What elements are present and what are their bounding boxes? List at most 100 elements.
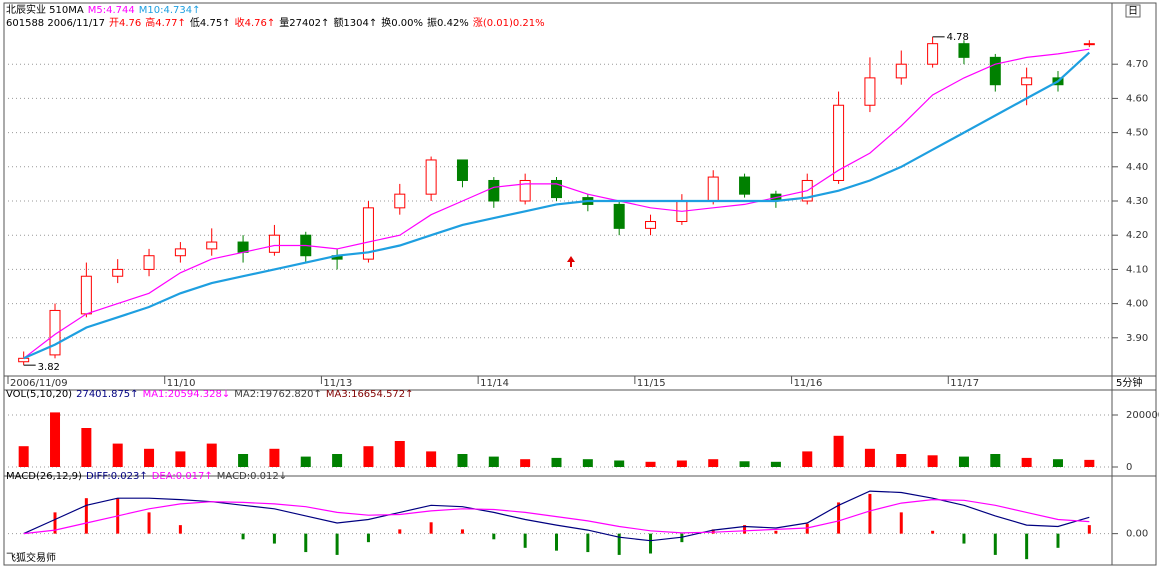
panel-legend: MA3:16654.572↑ — [326, 389, 414, 400]
y-tick-label: 4.50 — [1126, 128, 1148, 139]
y-tick-label: 0.00 — [1126, 529, 1148, 540]
volume-bar — [582, 459, 593, 467]
volume-bar — [300, 456, 311, 467]
header-item: 高4.77↑ — [145, 16, 186, 29]
candle-body — [394, 193, 406, 209]
volume-bar — [175, 451, 186, 467]
candle-body — [958, 43, 970, 58]
signal-arrow — [567, 256, 575, 267]
period-label: 5分钟 — [1116, 376, 1142, 389]
panel-legend: DIFF:0.023↑ — [86, 471, 148, 482]
panel-legend: MA2:19762.820↑ — [234, 389, 322, 400]
y-tick-label: 4.00 — [1126, 299, 1148, 310]
header-item: M10:4.734↑ — [139, 5, 201, 16]
volume-bar — [18, 446, 29, 467]
candle-body — [927, 43, 939, 65]
panel-title: VOL(5,10,20) — [6, 389, 72, 400]
max-label: 4.78 — [947, 32, 969, 43]
candle-body — [362, 207, 374, 260]
candle-body — [174, 248, 186, 257]
candle-body — [143, 255, 155, 270]
volume-bar — [206, 443, 217, 467]
y-tick-label: 4.30 — [1126, 196, 1148, 207]
volume-bar — [1084, 459, 1095, 467]
header-item: 量27402↑ — [279, 17, 329, 29]
volume-bar — [739, 461, 750, 467]
volume-bar — [363, 446, 374, 467]
indicator-line — [23, 498, 1090, 535]
volume-bar — [770, 461, 781, 467]
candle-body — [895, 63, 907, 79]
candle-body — [112, 268, 124, 277]
volume-bar — [457, 454, 468, 467]
y-tick-label: 4.70 — [1126, 59, 1148, 70]
x-tick-label: 11/10 — [167, 378, 196, 389]
candle-body — [833, 104, 845, 181]
header-item: 换0.00% — [381, 16, 423, 29]
header-item: 额1304↑ — [333, 16, 377, 29]
candle-body — [237, 241, 249, 253]
candle-body — [456, 159, 468, 181]
volume-bar — [488, 456, 499, 467]
candle-body — [707, 176, 719, 202]
y-tick-label: 4.10 — [1126, 264, 1148, 275]
candle-body — [80, 275, 92, 315]
volume-bar — [864, 448, 875, 467]
panel-title: MACD(26,12,9) — [6, 471, 82, 482]
volume-bar — [50, 412, 61, 467]
header-item: 601588 2006/11/17 — [6, 18, 105, 29]
panel-legend: 27401.875↑ — [76, 389, 138, 400]
volume-bar — [958, 456, 969, 467]
candle-body — [519, 179, 531, 202]
volume-bar — [332, 454, 343, 467]
candle-body — [206, 241, 218, 250]
y-tick-label: 4.40 — [1126, 162, 1148, 173]
volume-bar — [81, 428, 92, 467]
volume-bar — [896, 454, 907, 467]
candle-body — [18, 357, 30, 363]
indicator-line — [23, 490, 1090, 542]
x-tick-label: 11/16 — [794, 378, 823, 389]
panel-legend: DEA:0.017↑ — [152, 471, 213, 482]
volume-bar — [520, 459, 531, 467]
candle-body — [645, 221, 657, 229]
candle-body — [1021, 77, 1033, 86]
candle-body — [613, 203, 625, 229]
panel-legend: MACD:0.012↓ — [217, 471, 287, 482]
y-tick-label: 4.60 — [1126, 93, 1148, 104]
candle-body — [864, 77, 876, 106]
x-tick-label: 11/17 — [950, 378, 979, 389]
y-tick-label: 4.20 — [1126, 230, 1148, 241]
volume-bar — [1021, 457, 1032, 467]
header-item: 北辰实业 510MA — [6, 3, 84, 16]
candle-body — [488, 179, 500, 202]
header-item: 低4.75↑ — [190, 16, 231, 29]
candle-body — [989, 56, 1001, 86]
candle-body — [1083, 43, 1095, 46]
header-item: M5:4.744 — [88, 5, 135, 16]
volume-bar — [426, 451, 437, 467]
candle-body — [551, 179, 562, 199]
y-tick-label: 3.90 — [1126, 333, 1148, 344]
volume-bar — [394, 441, 405, 467]
volume-bar — [676, 460, 687, 467]
candle-body — [49, 309, 61, 356]
volume-bar — [614, 460, 625, 467]
volume-bar — [238, 454, 249, 467]
header-item: 振0.42% — [427, 16, 469, 29]
x-tick-label: 11/13 — [323, 378, 352, 389]
corner-icon[interactable]: 日 — [1128, 6, 1138, 17]
corner-icon-box[interactable] — [1125, 4, 1141, 18]
footer: 飞狐交易师 — [6, 551, 56, 564]
outer-frame — [3, 2, 1157, 566]
volume-bar — [144, 448, 155, 467]
y-tick-label: 200000 — [1126, 410, 1159, 421]
header-item: 开4.76 — [109, 18, 141, 29]
y-tick-label: 0 — [1126, 462, 1132, 473]
volume-bar — [990, 454, 1001, 467]
candle-body — [425, 159, 437, 195]
panel-legend: MA1:20594.328↓ — [143, 389, 231, 400]
x-tick-label: 11/14 — [480, 378, 509, 389]
